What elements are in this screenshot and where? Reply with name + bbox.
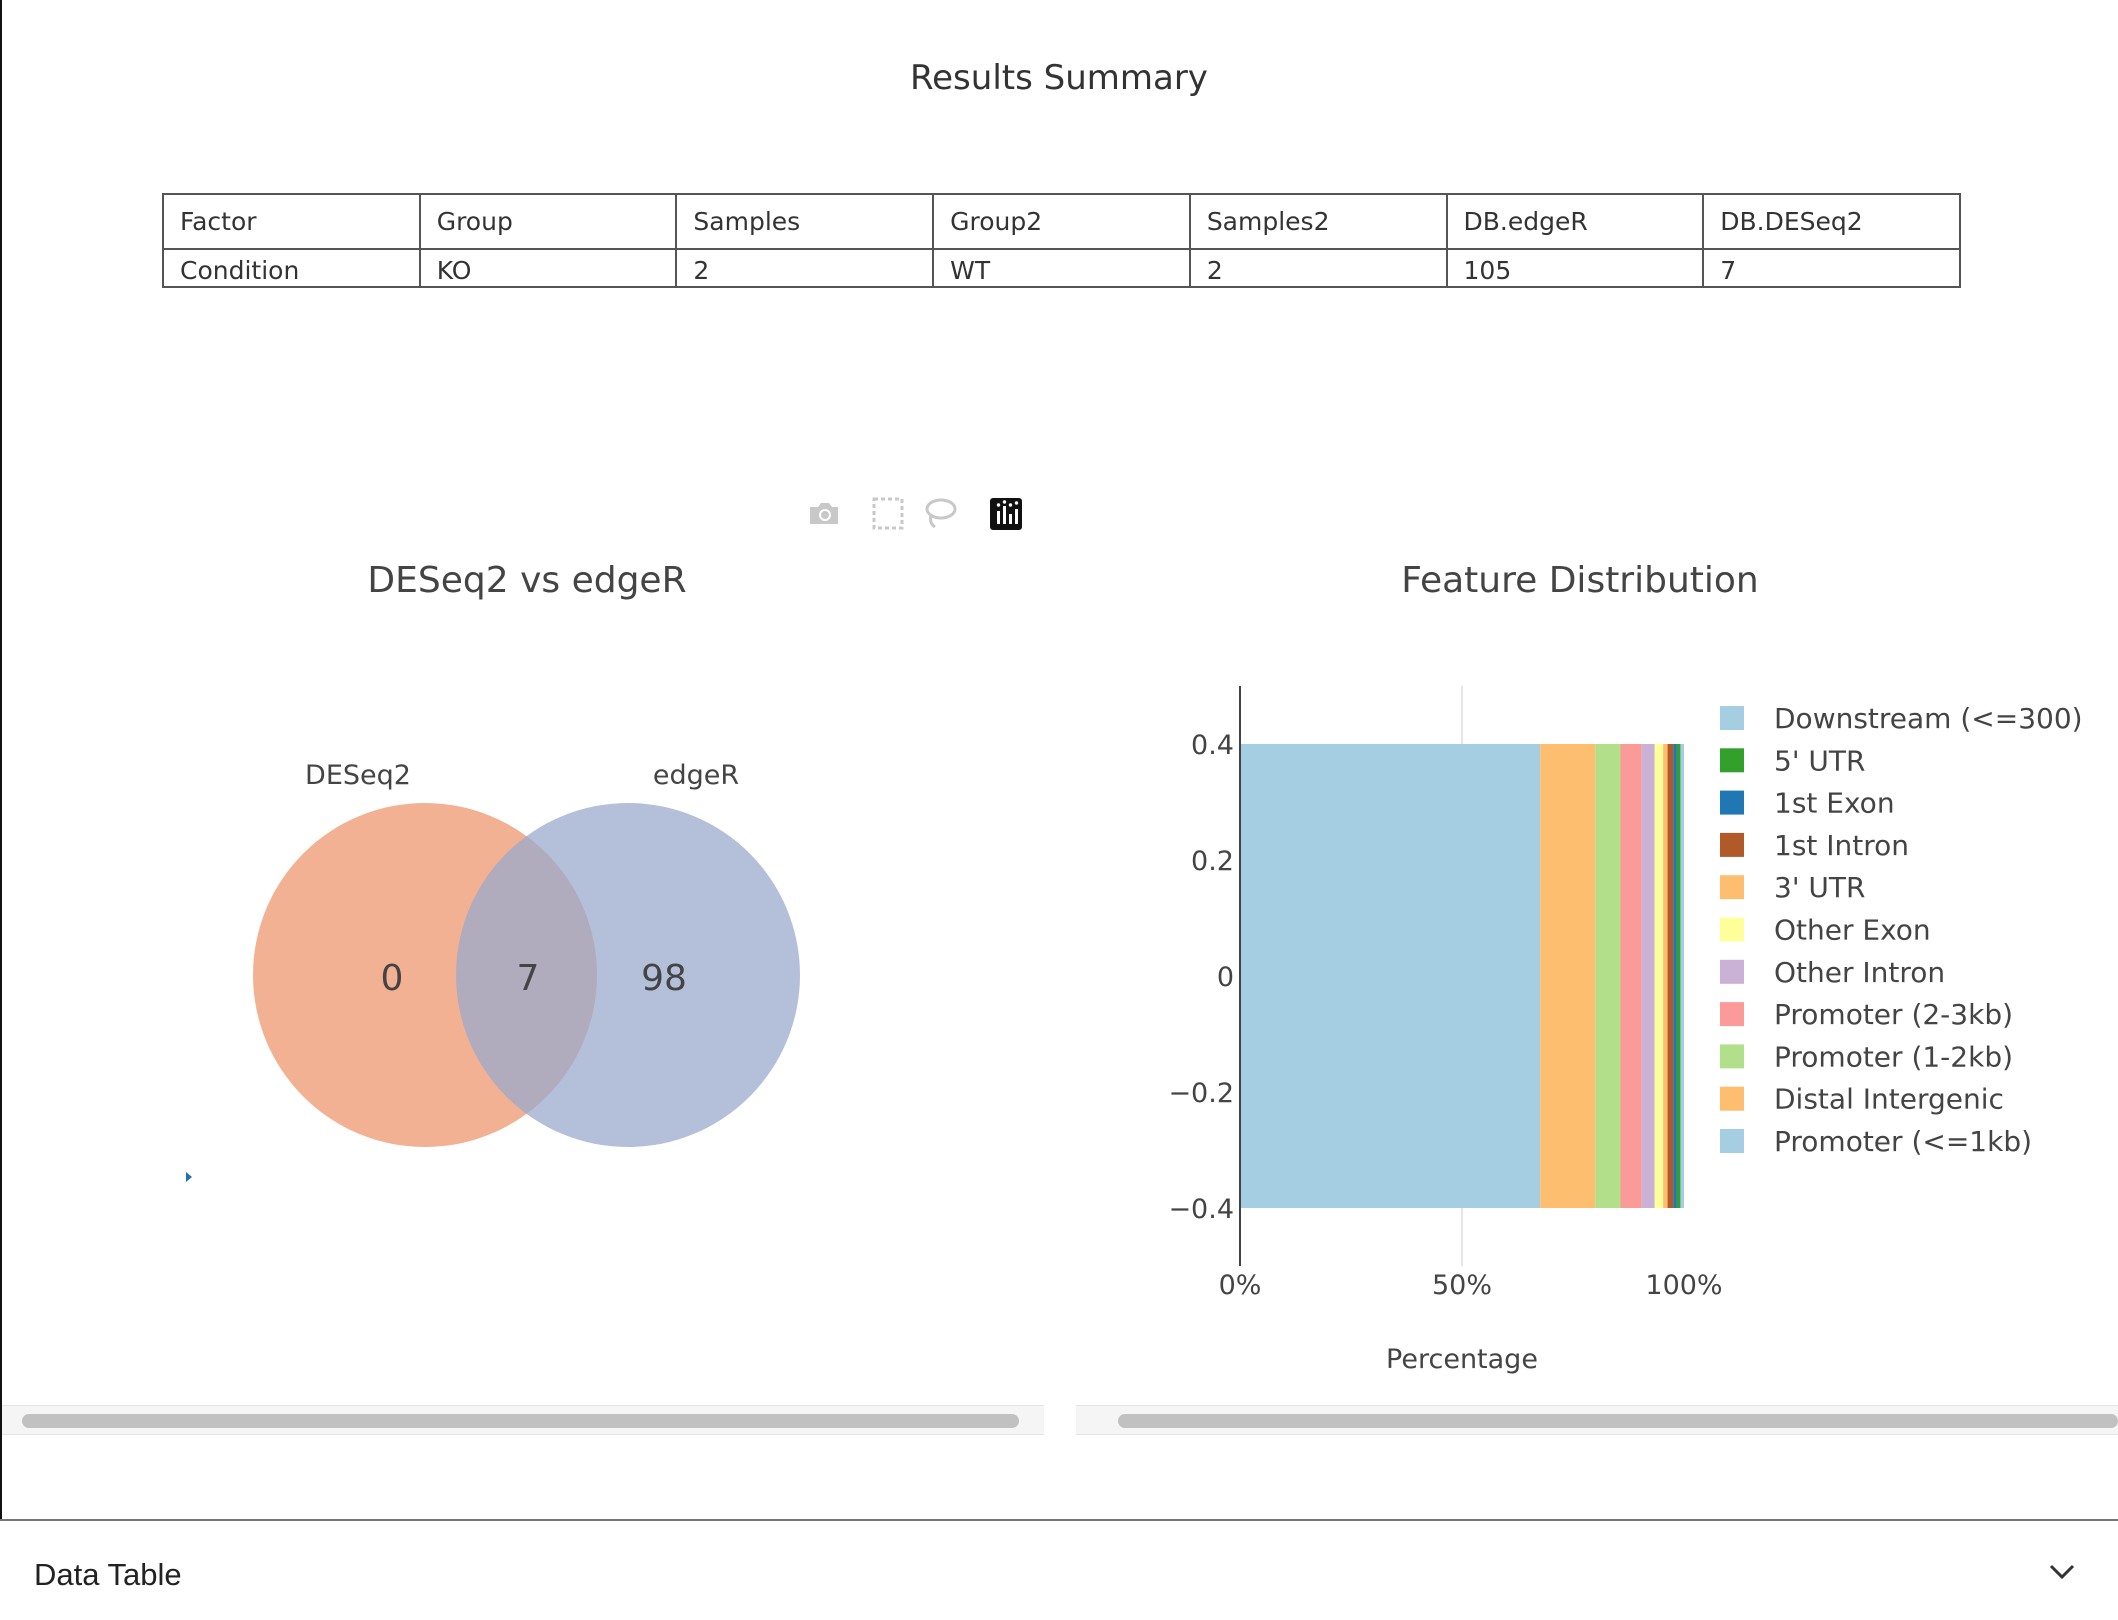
plot-modebar	[804, 494, 1034, 534]
table-cell: Condition	[162, 248, 421, 288]
x-tick-label: 100%	[1645, 1270, 1722, 1301]
legend-swatch	[1720, 790, 1744, 815]
table-header-cell: Group2	[932, 193, 1191, 250]
feature-distribution-chart: Feature Distribution 0.4 0.2 0 −0.2 −0.4 0% 5…	[1168, 560, 2083, 1375]
legend-label: Distal Intergenic	[1774, 1083, 2004, 1116]
legend-label: Other Exon	[1774, 914, 1931, 947]
legend-swatch	[1720, 875, 1744, 900]
x-tick-label: 50%	[1432, 1270, 1492, 1301]
legend-item[interactable]: Promoter (1-2kb)	[1720, 1040, 2013, 1073]
venn-set-label-deseq2: DESeq2	[305, 760, 411, 791]
bar-segment[interactable]	[1663, 744, 1668, 1208]
table-cell: 2	[675, 248, 935, 288]
data-table-title: Data Table	[34, 1557, 182, 1592]
legend-item[interactable]: Downstream (<=300)	[1720, 702, 2083, 735]
legend-swatch	[1720, 959, 1744, 984]
feature-panel-scrollbar[interactable]	[1076, 1405, 2118, 1435]
bar-segment[interactable]	[1673, 744, 1677, 1208]
legend-label: 3' UTR	[1774, 871, 1865, 904]
legend-label: Promoter (<=1kb)	[1774, 1125, 2032, 1158]
legend-label: Promoter (2-3kb)	[1774, 998, 2013, 1031]
bar-segment[interactable]	[1676, 744, 1681, 1208]
table-header-cell: Samples	[675, 193, 935, 250]
legend-item[interactable]: 1st Exon	[1720, 787, 1895, 820]
legend-swatch	[1720, 748, 1744, 773]
legend-label: Other Intron	[1774, 956, 1945, 989]
venn-count-deseq2-only: 0	[381, 958, 404, 999]
scrollbar-thumb[interactable]	[1118, 1414, 2118, 1428]
venn-marker-icon	[186, 1172, 192, 1182]
chart-title: Feature Distribution	[1401, 560, 1759, 601]
venn-set-label-edger: edgeR	[653, 760, 739, 791]
box-select-icon[interactable]	[868, 494, 908, 534]
legend-swatch	[1720, 832, 1744, 857]
venn-circle-edger[interactable]	[456, 803, 800, 1147]
table-header-cell: DB.edgeR	[1445, 193, 1705, 250]
legend-item[interactable]: Distal Intergenic	[1720, 1083, 2004, 1116]
venn-panel-scrollbar[interactable]	[2, 1405, 1044, 1435]
table-cell: WT	[932, 248, 1191, 288]
bar-segment[interactable]	[1641, 744, 1655, 1208]
legend-label: 1st Intron	[1774, 829, 1909, 862]
y-tick-label: 0.2	[1191, 846, 1234, 877]
y-tick-label: 0	[1217, 962, 1234, 993]
table-cell: 2	[1188, 248, 1448, 288]
venn-diagram: DESeq2 vs edgeR DESeq2 edgeR 0 7 98	[186, 560, 800, 1182]
data-table-accordion[interactable]: Data Table	[0, 1519, 2118, 1620]
bar-segment[interactable]	[1667, 744, 1674, 1208]
venn-count-edger-only: 98	[641, 958, 687, 999]
legend-item[interactable]: Other Intron	[1720, 956, 1945, 989]
bar-segment[interactable]	[1540, 744, 1596, 1208]
table-cell: 7	[1702, 248, 1961, 288]
y-tick-label: −0.4	[1168, 1194, 1234, 1225]
legend-swatch	[1720, 1129, 1744, 1153]
y-tick-label: −0.2	[1168, 1078, 1234, 1109]
page-left-border	[0, 0, 2, 1520]
results-summary-table: Factor Group Samples Group2 Samples2 DB.…	[162, 193, 1961, 288]
venn-title: DESeq2 vs edgeR	[367, 560, 686, 601]
legend-item[interactable]: Promoter (<=1kb)	[1720, 1125, 2032, 1158]
legend-label: Downstream (<=300)	[1774, 702, 2083, 735]
legend-label: Promoter (1-2kb)	[1774, 1040, 2013, 1073]
chevron-down-icon[interactable]	[2046, 1555, 2078, 1587]
table-header-row: Factor Group Samples Group2 Samples2 DB.…	[162, 193, 1961, 250]
bar-segment[interactable]	[1620, 744, 1642, 1208]
table-cell: KO	[418, 248, 678, 288]
bar-segment[interactable]	[1680, 744, 1684, 1208]
table-header-cell: DB.DESeq2	[1702, 193, 1961, 250]
bar-segment[interactable]	[1240, 744, 1541, 1208]
results-summary-title: Results Summary	[910, 58, 1208, 98]
legend-swatch	[1720, 1002, 1744, 1027]
y-tick-label: 0.4	[1191, 730, 1234, 761]
legend-label: 5' UTR	[1774, 744, 1865, 777]
lasso-select-icon[interactable]	[920, 494, 960, 534]
table-header-cell: Samples2	[1188, 193, 1448, 250]
legend-swatch	[1720, 917, 1744, 942]
legend-label: 1st Exon	[1774, 787, 1895, 820]
table-row: Condition KO 2 WT 2 105 7	[162, 248, 1961, 288]
legend-swatch	[1720, 1086, 1744, 1111]
plotly-logo-icon[interactable]	[986, 494, 1026, 534]
table-header-cell: Group	[418, 193, 678, 250]
legend-item[interactable]: Promoter (2-3kb)	[1720, 998, 2013, 1031]
venn-count-overlap: 7	[517, 958, 540, 999]
bar-segment[interactable]	[1654, 744, 1664, 1208]
x-tick-label: 0%	[1219, 1270, 1262, 1301]
legend-swatch	[1720, 706, 1744, 730]
legend-item[interactable]: 3' UTR	[1720, 871, 1865, 904]
legend-item[interactable]: Other Exon	[1720, 914, 1931, 947]
bar-segment[interactable]	[1595, 744, 1621, 1208]
camera-icon[interactable]	[804, 494, 844, 534]
scrollbar-thumb[interactable]	[22, 1414, 1019, 1428]
legend-item[interactable]: 5' UTR	[1720, 744, 1865, 777]
x-axis-label: Percentage	[1386, 1344, 1538, 1375]
table-header-cell: Factor	[162, 193, 421, 250]
legend-swatch	[1720, 1044, 1744, 1069]
table-cell: 105	[1445, 248, 1705, 288]
legend-item[interactable]: 1st Intron	[1720, 829, 1909, 862]
